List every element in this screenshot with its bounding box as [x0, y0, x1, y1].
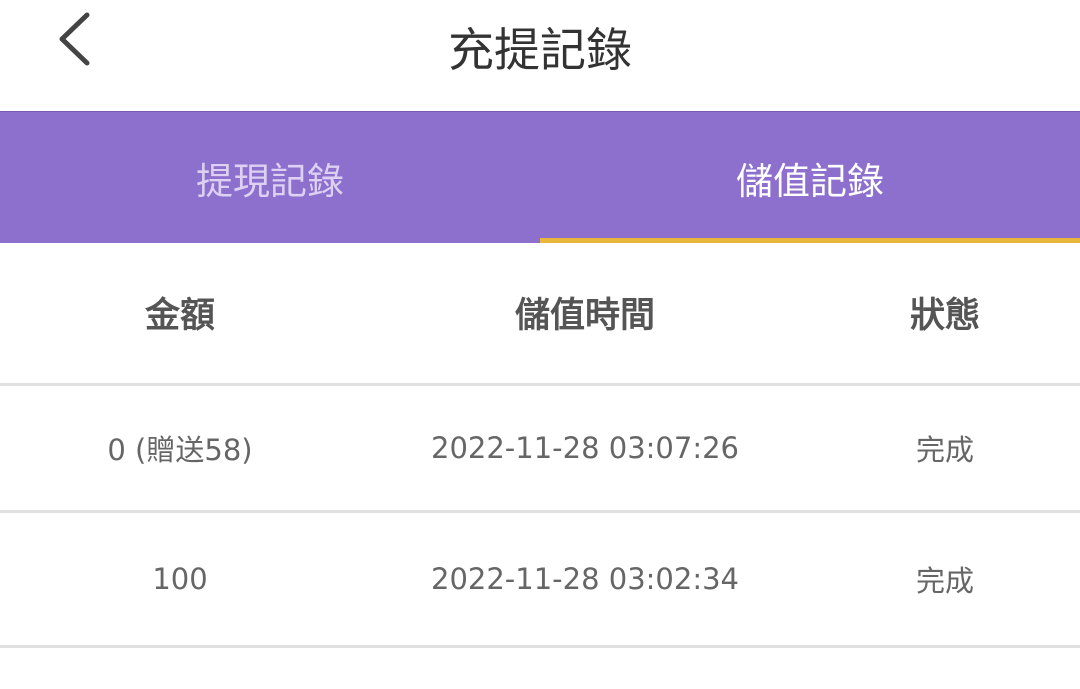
header-bar: 充提記錄	[0, 0, 1080, 110]
tab-bar: 提現記錄 儲值記錄	[0, 111, 1080, 243]
table-row: 0 (贈送58) 2022-11-28 03:07:26 完成	[0, 386, 1080, 513]
amount-cell: 0 (贈送58)	[107, 433, 253, 467]
status-cell: 完成	[915, 433, 974, 467]
tab-deposit-records[interactable]: 儲值記錄	[540, 112, 1080, 243]
column-header-status: 狀態	[909, 296, 980, 336]
column-header-amount: 金額	[144, 296, 215, 336]
table-row: 100 2022-11-28 03:02:34 完成	[0, 513, 1080, 648]
page-title: 充提記錄	[448, 23, 632, 77]
amount-cell: 100	[152, 562, 208, 596]
tab-withdraw-records[interactable]: 提現記錄	[196, 159, 344, 203]
time-cell: 2022-11-28 03:07:26	[431, 431, 739, 465]
chevron-left-icon	[59, 12, 90, 66]
column-header-time: 儲值時間	[514, 296, 655, 336]
status-cell: 完成	[915, 564, 974, 598]
table-header: 金額 儲值時間 狀態	[0, 242, 1080, 386]
back-button[interactable]	[52, 10, 102, 70]
time-cell: 2022-11-28 03:02:34	[431, 562, 739, 596]
